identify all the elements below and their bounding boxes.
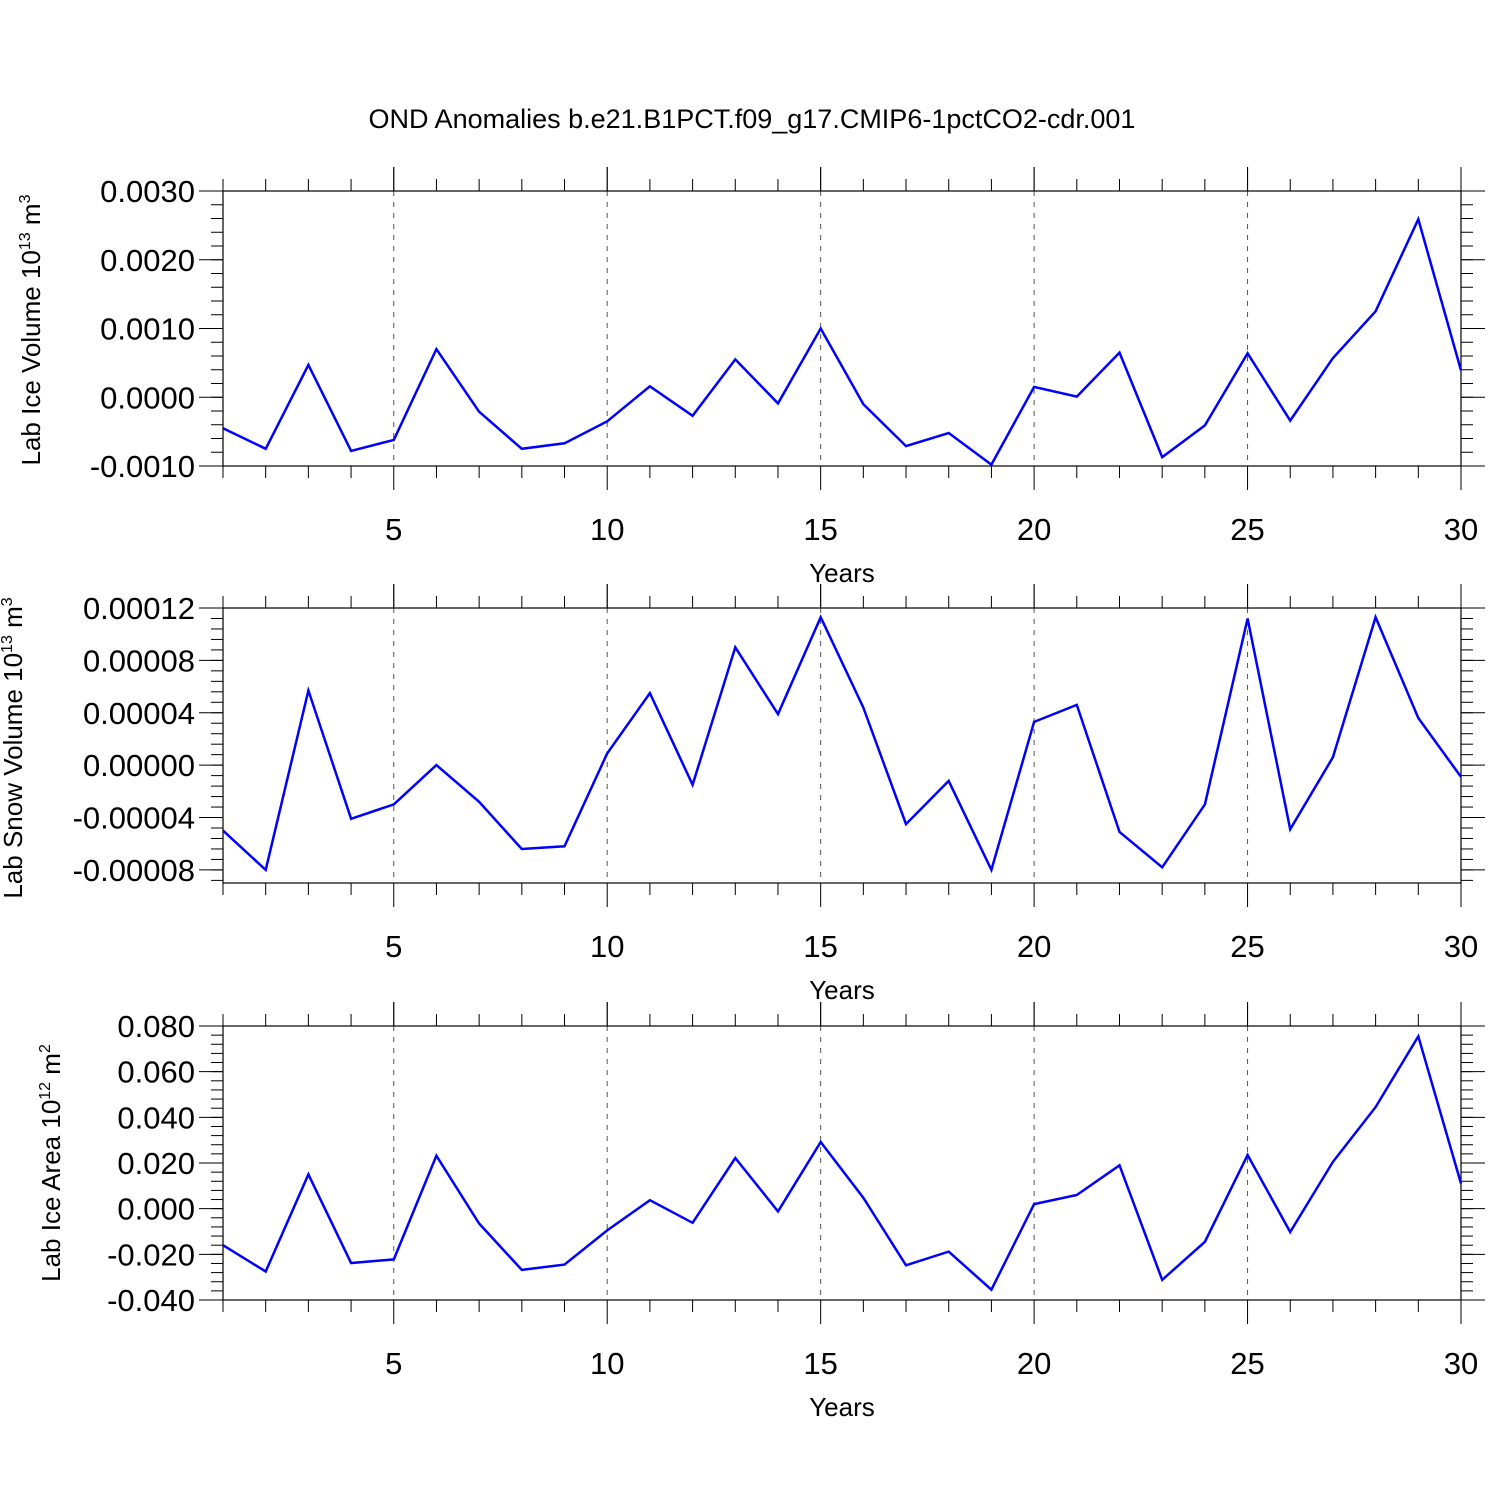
- y-axis-label: Lab Ice Volume 1013 m3: [16, 194, 46, 465]
- x-tick-label: 20: [1017, 512, 1051, 547]
- y-tick-label: -0.040: [107, 1283, 195, 1318]
- y-tick-label: -0.00008: [73, 853, 195, 888]
- y-tick-label: 0.00008: [83, 643, 195, 678]
- x-tick-label: 30: [1444, 1346, 1478, 1381]
- y-axis-label: Lab Snow Volume 1013 m3: [0, 597, 28, 898]
- x-tick-label: 10: [590, 929, 624, 964]
- y-tick-label: 0.060: [117, 1055, 195, 1090]
- series-line: [222, 1033, 1463, 1292]
- x-tick-label: 25: [1230, 1346, 1264, 1381]
- x-tick-label: 30: [1444, 512, 1478, 547]
- plot-frame: [222, 607, 1462, 884]
- panel-ice-volume: -0.0010 0.0000 0.0010 0.0020 0.0030 5 10 15 20 25…: [16, 167, 1485, 588]
- y-tick-label: 0.020: [117, 1146, 195, 1181]
- x-tick-label: 5: [385, 512, 402, 547]
- y-tick-label: 0.040: [117, 1100, 195, 1135]
- x-tick-label: 5: [385, 1346, 402, 1381]
- x-axis-label: Years: [809, 975, 875, 1005]
- y-tick-label: 0.0030: [100, 174, 195, 209]
- series-line: [222, 613, 1463, 874]
- series-line: [222, 215, 1463, 467]
- x-tick-label: 20: [1017, 929, 1051, 964]
- y-tick-label: 0.080: [117, 1009, 195, 1044]
- x-tick-label: 20: [1017, 1346, 1051, 1381]
- y-tick-label: 0.0020: [100, 243, 195, 278]
- x-tick-label: 30: [1444, 929, 1478, 964]
- x-axis-label: Years: [809, 558, 875, 588]
- plot-frame: [222, 190, 1462, 467]
- y-tick-label: 0.0000: [100, 380, 195, 415]
- plot-frame: [222, 1025, 1462, 1301]
- y-axis-label: Lab Ice Area 1012 m2: [36, 1044, 66, 1282]
- y-tick-label: -0.00004: [73, 801, 195, 836]
- panel-snow-volume: -0.00008 -0.00004 0.00000 0.00004 0.00008 0.0…: [0, 584, 1485, 1005]
- x-axis-label: Years: [809, 1392, 875, 1422]
- panel-ice-area: -0.040 -0.020 0.000 0.020 0.040 0.060 0.080 5 10…: [36, 1002, 1485, 1422]
- x-tick-label: 5: [385, 929, 402, 964]
- x-tick-label: 10: [590, 512, 624, 547]
- x-tick-label: 25: [1230, 929, 1264, 964]
- x-tick-label: 10: [590, 1346, 624, 1381]
- y-tick-label: 0.0010: [100, 312, 195, 347]
- x-tick-label: 15: [803, 1346, 837, 1381]
- y-tick-label: -0.020: [107, 1237, 195, 1272]
- y-tick-label: 0.00012: [83, 591, 195, 626]
- x-tick-label: 15: [803, 512, 837, 547]
- x-tick-label: 15: [803, 929, 837, 964]
- y-tick-label: -0.0010: [90, 449, 195, 484]
- x-tick-label: 25: [1230, 512, 1264, 547]
- y-tick-label: 0.00004: [83, 696, 195, 731]
- y-tick-label: 0.000: [117, 1192, 195, 1227]
- chart-title: OND Anomalies b.e21.B1PCT.f09_g17.CMIP6-…: [369, 104, 1136, 134]
- y-tick-label: 0.00000: [83, 748, 195, 783]
